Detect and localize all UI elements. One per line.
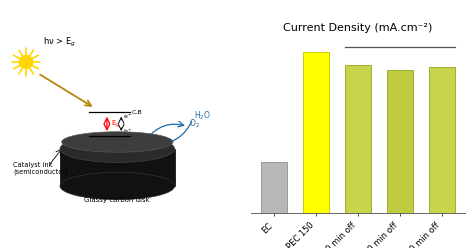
Title: Current Density (mA.cm⁻²): Current Density (mA.cm⁻²) (283, 23, 433, 32)
Circle shape (19, 56, 33, 68)
Ellipse shape (62, 132, 173, 152)
Text: E$_g$: E$_g$ (111, 118, 120, 130)
Text: Catalyst ink
(semiconductor): Catalyst ink (semiconductor) (13, 162, 68, 175)
Bar (261, 162, 287, 213)
Ellipse shape (60, 172, 175, 200)
Text: e$^-$: e$^-$ (123, 113, 133, 121)
Text: Glassy carbon disk: Glassy carbon disk (84, 197, 150, 203)
Bar (429, 67, 455, 213)
Bar (387, 70, 413, 213)
Text: O$_2$: O$_2$ (189, 118, 200, 130)
Text: V.B: V.B (132, 133, 141, 138)
Polygon shape (60, 149, 175, 186)
Bar (303, 52, 329, 213)
Text: H$_2$O: H$_2$O (194, 109, 211, 122)
Ellipse shape (60, 135, 175, 162)
Text: hν > E$_g$: hν > E$_g$ (43, 36, 76, 49)
Bar (345, 65, 371, 213)
Text: C.B: C.B (132, 110, 142, 115)
Text: h$^+$: h$^+$ (123, 127, 133, 136)
